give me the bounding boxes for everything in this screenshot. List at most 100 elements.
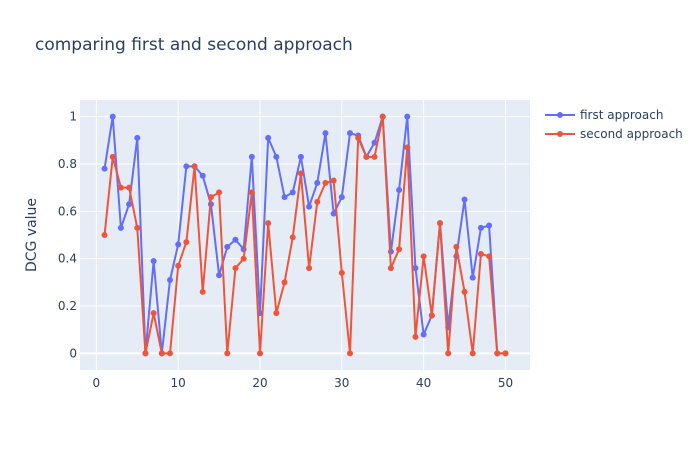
data-point[interactable] xyxy=(117,224,124,231)
data-point[interactable] xyxy=(469,274,476,281)
data-point[interactable] xyxy=(338,194,345,201)
data-point[interactable] xyxy=(150,258,157,265)
data-point[interactable] xyxy=(175,241,182,248)
data-point[interactable] xyxy=(486,222,493,229)
data-point[interactable] xyxy=(477,250,484,257)
y-tick-label: 1 xyxy=(69,110,77,124)
legend-label: first approach xyxy=(580,108,663,122)
data-point[interactable] xyxy=(387,265,394,272)
data-point[interactable] xyxy=(347,130,353,137)
data-point[interactable] xyxy=(158,350,165,357)
data-point[interactable] xyxy=(469,350,476,357)
data-point[interactable] xyxy=(437,220,443,227)
data-point[interactable] xyxy=(265,134,272,141)
legend[interactable]: first approach second approach xyxy=(545,108,683,141)
data-point[interactable] xyxy=(281,194,288,201)
data-point[interactable] xyxy=(412,333,419,340)
data-point[interactable] xyxy=(216,189,223,196)
data-point[interactable] xyxy=(191,163,198,170)
data-point[interactable] xyxy=(297,170,304,177)
data-point[interactable] xyxy=(232,236,239,243)
data-point[interactable] xyxy=(306,265,313,272)
data-point[interactable] xyxy=(109,153,116,160)
data-point[interactable] xyxy=(338,269,345,276)
data-point[interactable] xyxy=(461,288,468,295)
data-point[interactable] xyxy=(412,265,419,272)
data-point[interactable] xyxy=(494,350,501,357)
y-tick-labels: 0 0.2 0.4 0.6 0.8 1 xyxy=(58,110,77,361)
data-point[interactable] xyxy=(396,187,403,193)
data-point[interactable] xyxy=(428,312,435,319)
data-point[interactable] xyxy=(273,310,280,317)
data-point[interactable] xyxy=(461,196,468,203)
legend-item[interactable]: second approach xyxy=(545,127,683,141)
series-second-approach[interactable] xyxy=(101,113,509,357)
data-point[interactable] xyxy=(404,144,411,151)
data-point[interactable] xyxy=(273,153,280,160)
data-point[interactable] xyxy=(224,243,231,250)
data-point[interactable] xyxy=(109,113,116,120)
data-point[interactable] xyxy=(101,165,108,172)
data-point[interactable] xyxy=(167,350,173,357)
data-point[interactable] xyxy=(314,179,321,186)
data-point[interactable] xyxy=(453,243,460,250)
data-point[interactable] xyxy=(486,253,493,260)
data-point[interactable] xyxy=(281,279,288,286)
series-line[interactable] xyxy=(103,115,506,355)
data-point[interactable] xyxy=(216,272,223,279)
y-axis-title: DCG value xyxy=(24,198,40,272)
chart-title: comparing first and second approach xyxy=(35,35,353,55)
data-point[interactable] xyxy=(396,246,403,253)
data-point[interactable] xyxy=(404,113,411,120)
data-point[interactable] xyxy=(420,253,427,260)
data-point[interactable] xyxy=(330,210,337,217)
data-point[interactable] xyxy=(232,265,239,272)
data-point[interactable] xyxy=(371,153,378,160)
data-point[interactable] xyxy=(199,288,206,295)
data-point[interactable] xyxy=(101,232,108,238)
data-point[interactable] xyxy=(297,153,304,160)
y-tick-label: 0.2 xyxy=(58,299,77,313)
data-point[interactable] xyxy=(322,179,329,186)
data-point[interactable] xyxy=(445,350,452,357)
data-point[interactable] xyxy=(330,177,337,184)
data-point[interactable] xyxy=(322,130,329,137)
data-point[interactable] xyxy=(477,224,484,231)
data-point[interactable] xyxy=(248,189,255,196)
y-tick-label: 0.4 xyxy=(58,252,77,266)
data-point[interactable] xyxy=(257,350,263,357)
data-point[interactable] xyxy=(289,234,296,241)
data-point[interactable] xyxy=(314,198,321,205)
data-point[interactable] xyxy=(134,134,141,141)
data-point[interactable] xyxy=(150,310,157,317)
data-point[interactable] xyxy=(134,224,141,231)
data-point[interactable] xyxy=(289,189,296,196)
data-point[interactable] xyxy=(240,255,247,262)
data-point[interactable] xyxy=(363,153,370,160)
data-point[interactable] xyxy=(117,184,124,191)
data-point[interactable] xyxy=(207,194,214,201)
legend-item[interactable]: first approach xyxy=(545,108,663,122)
data-point[interactable] xyxy=(167,277,173,283)
data-point[interactable] xyxy=(379,113,386,120)
data-point[interactable] xyxy=(175,262,182,269)
data-point[interactable] xyxy=(371,139,378,146)
data-point[interactable] xyxy=(420,331,427,338)
data-point[interactable] xyxy=(199,172,206,179)
data-point[interactable] xyxy=(126,201,133,208)
data-point[interactable] xyxy=(142,350,149,357)
data-point[interactable] xyxy=(126,184,133,191)
x-tick-label: 20 xyxy=(252,376,267,390)
x-tick-label: 50 xyxy=(498,376,513,390)
data-point[interactable] xyxy=(224,350,231,357)
data-point[interactable] xyxy=(347,350,353,357)
data-point[interactable] xyxy=(265,220,272,227)
data-point[interactable] xyxy=(355,134,362,141)
x-tick-label: 30 xyxy=(334,376,349,390)
plot-area[interactable] xyxy=(80,100,530,370)
data-point[interactable] xyxy=(306,203,313,210)
data-point[interactable] xyxy=(183,163,190,170)
data-point[interactable] xyxy=(248,153,255,160)
data-point[interactable] xyxy=(502,350,509,357)
data-point[interactable] xyxy=(183,239,190,246)
